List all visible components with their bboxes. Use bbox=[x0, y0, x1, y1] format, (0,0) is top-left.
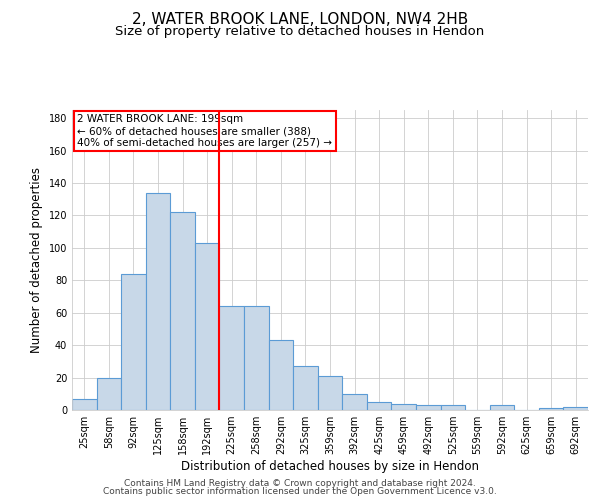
Bar bbox=[195, 243, 220, 410]
X-axis label: Distribution of detached houses by size in Hendon: Distribution of detached houses by size … bbox=[181, 460, 479, 473]
Text: Size of property relative to detached houses in Hendon: Size of property relative to detached ho… bbox=[115, 25, 485, 38]
Text: 2 WATER BROOK LANE: 199sqm
← 60% of detached houses are smaller (388)
40% of sem: 2 WATER BROOK LANE: 199sqm ← 60% of deta… bbox=[77, 114, 332, 148]
Text: Contains public sector information licensed under the Open Government Licence v3: Contains public sector information licen… bbox=[103, 487, 497, 496]
Bar bbox=[490, 405, 514, 410]
Bar bbox=[318, 376, 342, 410]
Bar bbox=[440, 405, 465, 410]
Bar bbox=[72, 398, 97, 410]
Bar bbox=[146, 192, 170, 410]
Bar bbox=[170, 212, 195, 410]
Bar bbox=[342, 394, 367, 410]
Bar bbox=[293, 366, 318, 410]
Bar bbox=[121, 274, 146, 410]
Bar bbox=[416, 405, 440, 410]
Bar bbox=[97, 378, 121, 410]
Bar bbox=[563, 407, 588, 410]
Bar bbox=[539, 408, 563, 410]
Y-axis label: Number of detached properties: Number of detached properties bbox=[30, 167, 43, 353]
Bar bbox=[391, 404, 416, 410]
Bar bbox=[367, 402, 391, 410]
Text: 2, WATER BROOK LANE, LONDON, NW4 2HB: 2, WATER BROOK LANE, LONDON, NW4 2HB bbox=[132, 12, 468, 28]
Text: Contains HM Land Registry data © Crown copyright and database right 2024.: Contains HM Land Registry data © Crown c… bbox=[124, 478, 476, 488]
Bar bbox=[220, 306, 244, 410]
Bar bbox=[244, 306, 269, 410]
Bar bbox=[269, 340, 293, 410]
